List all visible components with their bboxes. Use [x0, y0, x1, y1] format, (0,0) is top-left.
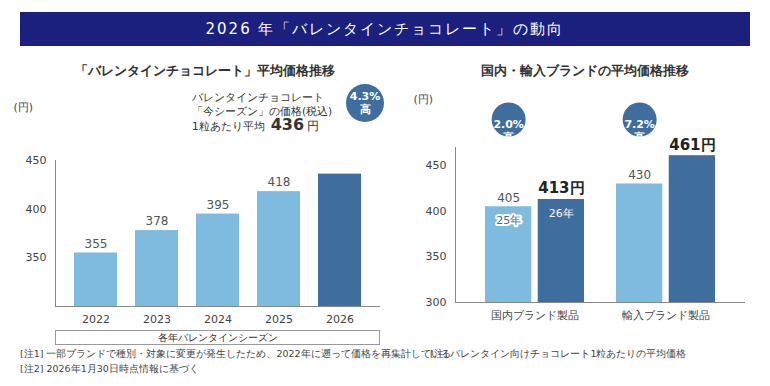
svg-text:400: 400 [26, 203, 47, 216]
svg-text:395: 395 [207, 198, 230, 212]
svg-text:450: 450 [26, 154, 47, 167]
svg-text:400: 400 [426, 205, 447, 218]
html-text:「今シーズン」の価格(税込): 「今シーズン」の価格(税込) [192, 105, 333, 117]
html-text:バレンタインチョコレート: バレンタインチョコレート [192, 91, 324, 103]
svg-text:405: 405 [497, 191, 520, 205]
html-text:「バレンタインチョコレート」平均価格推移: 「バレンタインチョコレート」平均価格推移 [75, 63, 335, 78]
svg-text:7.2%高: 7.2%高 [624, 118, 655, 144]
html-text:[注] バレンタイン向けチョコレート1粒あたりの平均価格: [注] バレンタイン向けチョコレート1粒あたりの平均価格 [430, 348, 687, 359]
svg-text:(円): (円) [14, 101, 34, 114]
svg-text:2.0%高: 2.0%高 [493, 118, 524, 144]
svg-text:国内ブランド製品: 国内ブランド製品 [491, 309, 579, 322]
svg-text:378: 378 [146, 214, 169, 228]
html-text:4.3%: 4.3% [349, 90, 381, 103]
svg-text:2026: 2026 [326, 313, 354, 326]
svg-text:輸入ブランド製品: 輸入ブランド製品 [622, 309, 710, 322]
html-text:1粒あたり平均 436円: 1粒あたり平均 436円 [192, 115, 320, 134]
svg-text:26年: 26年 [549, 207, 574, 220]
svg-text:430: 430 [628, 168, 651, 182]
svg-text:461円: 461円 [669, 136, 715, 154]
html-text:[注1] 一部ブランドで種別・対象に変更が発生したため、20: [注1] 一部ブランドで種別・対象に変更が発生したため、2022年に遡って価格を… [20, 348, 451, 359]
svg-text:(円): (円) [414, 93, 434, 106]
svg-text:450: 450 [426, 159, 447, 172]
html-text:国内・輸入ブランドの平均価格推移: 国内・輸入ブランドの平均価格推移 [481, 63, 689, 78]
svg-text:2025: 2025 [265, 313, 293, 326]
svg-text:355: 355 [85, 237, 108, 251]
html-text:[注2] 2026年1月30日時点情報に基づく: [注2] 2026年1月30日時点情報に基づく [20, 363, 199, 374]
svg-text:2023: 2023 [143, 313, 171, 326]
svg-text:2022: 2022 [82, 313, 110, 326]
svg-text:350: 350 [26, 251, 47, 264]
svg-text:418: 418 [268, 175, 291, 189]
svg-text:2024: 2024 [204, 313, 232, 326]
html-text:高: 高 [359, 103, 371, 116]
svg-text:350: 350 [426, 250, 447, 263]
svg-text:300: 300 [426, 296, 447, 309]
svg-text:25年: 25年 [496, 214, 521, 227]
html-text:各年バレンタインシーズン: 各年バレンタインシーズン [157, 332, 278, 343]
html-text:2026 年「バレンタインチョコレート」の動向: 2026 年「バレンタインチョコレート」の動向 [205, 20, 565, 38]
svg-text:413円: 413円 [538, 179, 584, 197]
